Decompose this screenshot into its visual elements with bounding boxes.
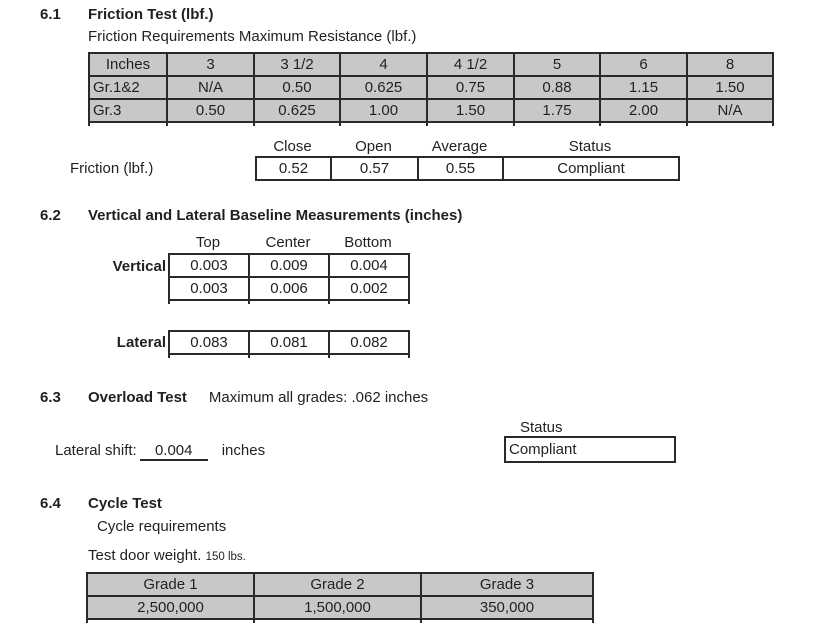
friction-result-headers: Close Open Average Status (255, 138, 678, 155)
header-cell: 6 (599, 52, 688, 77)
header-cell: 8 (686, 52, 774, 77)
cell: 0.006 (248, 276, 330, 301)
table-row: 0.52 0.57 0.55 Compliant (255, 156, 680, 181)
cell: 0.50 (253, 75, 341, 100)
cell: 0.625 (339, 75, 428, 100)
section-6-3-heading: 6.3 Overload Test Maximum all grades: .0… (40, 389, 428, 406)
lateral-measurements-table: 0.083 0.081 0.082 (168, 330, 410, 358)
lateral-shift-value: 0.004 (139, 442, 208, 461)
col-header-open: Open (355, 138, 392, 155)
cell: N/A (166, 75, 255, 100)
cell: 0.75 (426, 75, 515, 100)
section-title: Vertical and Lateral Baseline Measuremen… (88, 207, 463, 224)
cell: 0.083 (168, 330, 250, 355)
table-row: 0.083 0.081 0.082 (168, 330, 410, 355)
section-number: 6.2 (40, 207, 61, 224)
row-label: Gr.3 (88, 98, 168, 123)
col-header-close: Close (273, 138, 312, 155)
section-title: Cycle Test (88, 495, 162, 512)
table-bottom-stub (88, 121, 774, 126)
header-cell: Inches (88, 52, 168, 77)
section-6-2-heading: 6.2 Vertical and Lateral Baseline Measur… (40, 207, 462, 224)
table-bottom-stub (168, 353, 410, 358)
header-cell: Grade 1 (86, 572, 255, 597)
header-cell: 3 (166, 52, 255, 77)
cell: 1.00 (339, 98, 428, 123)
lateral-row-label: Lateral (116, 334, 166, 351)
cell: 1.50 (686, 75, 774, 100)
test-door-weight-value: 150 lbs. (205, 551, 246, 563)
cell: 0.082 (328, 330, 410, 355)
cell: 2,500,000 (86, 595, 255, 620)
vertical-row-label: Vertical (112, 258, 166, 275)
friction-requirements-table: Inches 3 3 1/2 4 4 1/2 5 6 8 Gr.1&2 N/A … (88, 52, 774, 126)
row-label: Gr.1&2 (88, 75, 168, 100)
cell: 1.75 (513, 98, 601, 123)
test-door-weight-line: Test door weight. 150 lbs. (88, 547, 246, 564)
friction-status-value: Compliant (502, 156, 680, 181)
section-number: 6.4 (40, 495, 61, 512)
table-row: 0.003 0.009 0.004 (168, 253, 410, 278)
cell: 350,000 (420, 595, 594, 620)
section-title: Overload Test (88, 389, 187, 406)
table-header-row: Grade 1 Grade 2 Grade 3 (86, 572, 594, 597)
overload-status-value: Compliant (504, 436, 676, 463)
cell: 0.081 (248, 330, 330, 355)
section-number: 6.1 (40, 6, 61, 23)
cell: 0.50 (166, 98, 255, 123)
table-bottom-stub (86, 618, 594, 623)
cell: 0.004 (328, 253, 410, 278)
cell: 1,500,000 (253, 595, 422, 620)
overload-note: Maximum all grades: .062 inches (208, 389, 429, 406)
header-cell: 4 1/2 (426, 52, 515, 77)
section-6-4-heading: 6.4 Cycle Test (40, 495, 162, 512)
test-door-weight-label: Test door weight. (88, 547, 202, 564)
header-cell: Grade 3 (420, 572, 594, 597)
col-header-center: Center (265, 234, 311, 251)
vertical-measurements-table: 0.003 0.009 0.004 0.003 0.006 0.002 (168, 253, 410, 304)
lateral-shift-unit: inches (221, 442, 266, 459)
col-header-status: Status (568, 138, 612, 155)
lateral-shift-label: Lateral shift: (55, 442, 137, 459)
table-row: 2,500,000 1,500,000 350,000 (86, 595, 594, 620)
friction-result-label: Friction (lbf.) (70, 160, 154, 177)
col-header-bottom: Bottom (344, 234, 392, 251)
cell: 0.88 (513, 75, 601, 100)
friction-open-value: 0.57 (330, 156, 419, 181)
header-cell: 4 (339, 52, 428, 77)
friction-result-table: 0.52 0.57 0.55 Compliant (255, 156, 680, 181)
table-header-row: Inches 3 3 1/2 4 4 1/2 5 6 8 (88, 52, 774, 77)
cycle-test-table: Grade 1 Grade 2 Grade 3 2,500,000 1,500,… (86, 572, 594, 623)
cycle-requirements-text: Cycle requirements (97, 518, 227, 535)
col-header-average: Average (431, 138, 488, 155)
friction-average-value: 0.55 (417, 156, 504, 181)
header-cell: 5 (513, 52, 601, 77)
cell: 0.003 (168, 253, 250, 278)
cell: 1.50 (426, 98, 515, 123)
overload-status-label: Status (520, 419, 563, 436)
cell: 2.00 (599, 98, 688, 123)
lateral-shift-line: Lateral shift: 0.004 inches (55, 442, 265, 461)
cell: N/A (686, 98, 774, 123)
table-row: Gr.3 0.50 0.625 1.00 1.50 1.75 2.00 N/A (88, 98, 774, 123)
cell: 0.009 (248, 253, 330, 278)
section-number: 6.3 (40, 389, 61, 406)
table-row: 0.003 0.006 0.002 (168, 276, 410, 301)
section-6-1-heading: 6.1 Friction Test (lbf.) (40, 6, 214, 23)
header-cell: 3 1/2 (253, 52, 341, 77)
section-title: Friction Test (lbf.) (88, 6, 214, 23)
friction-subtitle: Friction Requirements Maximum Resistance… (88, 28, 417, 45)
cell: 0.002 (328, 276, 410, 301)
baseline-col-headers: Top Center Bottom (168, 234, 408, 251)
table-bottom-stub (168, 299, 410, 304)
friction-close-value: 0.52 (255, 156, 332, 181)
table-row: Gr.1&2 N/A 0.50 0.625 0.75 0.88 1.15 1.5… (88, 75, 774, 100)
cell: 0.003 (168, 276, 250, 301)
cell: 0.625 (253, 98, 341, 123)
header-cell: Grade 2 (253, 572, 422, 597)
cell: 1.15 (599, 75, 688, 100)
col-header-top: Top (195, 234, 221, 251)
